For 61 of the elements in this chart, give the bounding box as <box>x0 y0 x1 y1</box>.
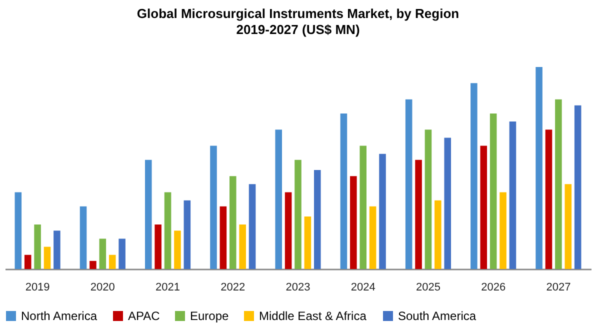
bar <box>90 260 96 269</box>
legend-label: Middle East & Africa <box>259 309 367 323</box>
bar <box>405 99 412 269</box>
chart-subtitle: 2019-2027 (US$ MN) <box>236 22 360 37</box>
bar <box>574 105 582 269</box>
bar <box>304 216 312 269</box>
x-tick-label: 2024 <box>350 282 376 294</box>
bar <box>210 146 217 269</box>
legend-label: North America <box>21 309 98 323</box>
bar <box>470 83 478 269</box>
bar <box>350 176 357 269</box>
bar <box>80 206 87 269</box>
bar <box>34 224 41 269</box>
legend-label: APAC <box>128 309 160 323</box>
bar <box>314 170 321 269</box>
x-tick-label: 2026 <box>481 282 506 294</box>
bar <box>340 113 348 269</box>
chart-title: Global Microsurgical Instruments Market, by Region <box>136 6 460 21</box>
bar <box>14 192 22 269</box>
bar <box>536 67 542 269</box>
bar <box>284 192 292 269</box>
legend-label: Europe <box>190 309 230 323</box>
bar <box>164 192 172 269</box>
bar <box>118 238 126 269</box>
bar <box>545 130 552 269</box>
bar <box>275 130 282 269</box>
bar <box>108 254 116 269</box>
bar <box>248 184 256 269</box>
bar <box>54 230 60 269</box>
bar <box>220 206 227 269</box>
x-tick-label: 2022 <box>220 282 246 294</box>
x-tick-label: 2021 <box>156 282 180 294</box>
bar <box>500 192 506 269</box>
bar <box>369 206 376 269</box>
bar <box>415 160 422 269</box>
x-tick-label: 2023 <box>286 282 310 294</box>
bar <box>444 138 452 269</box>
bar <box>434 200 442 269</box>
bar <box>44 246 51 269</box>
bar <box>184 200 191 269</box>
x-tick-label: 2020 <box>90 282 115 294</box>
bar <box>555 99 562 269</box>
x-tick-label: 2025 <box>416 282 440 294</box>
bar <box>509 122 516 269</box>
bar <box>154 224 162 269</box>
bar <box>379 154 386 269</box>
bar <box>424 130 432 269</box>
bar <box>239 224 246 269</box>
bar <box>564 184 572 269</box>
bar <box>490 113 497 269</box>
bar <box>24 254 32 269</box>
legend-label: South America <box>398 309 476 323</box>
bar <box>229 176 236 269</box>
x-tick-label: 2027 <box>546 282 571 294</box>
x-tick-label: 2019 <box>25 282 50 294</box>
bar <box>480 146 488 269</box>
bar <box>360 146 367 269</box>
bar <box>294 160 302 269</box>
bar <box>144 160 152 269</box>
bar <box>174 230 181 269</box>
bar <box>99 238 106 269</box>
